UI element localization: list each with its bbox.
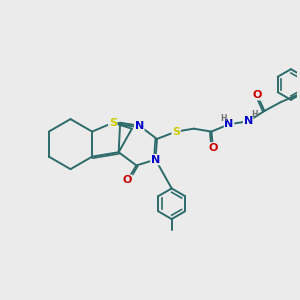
Text: S: S bbox=[172, 127, 180, 136]
Text: O: O bbox=[208, 143, 218, 153]
Text: N: N bbox=[135, 121, 144, 131]
Text: N: N bbox=[224, 119, 234, 129]
Text: N: N bbox=[244, 116, 253, 126]
Text: S: S bbox=[109, 118, 117, 128]
Text: O: O bbox=[123, 175, 132, 185]
Text: H: H bbox=[220, 114, 227, 123]
Text: H: H bbox=[251, 110, 257, 119]
Text: O: O bbox=[252, 90, 262, 100]
Text: N: N bbox=[151, 154, 160, 165]
